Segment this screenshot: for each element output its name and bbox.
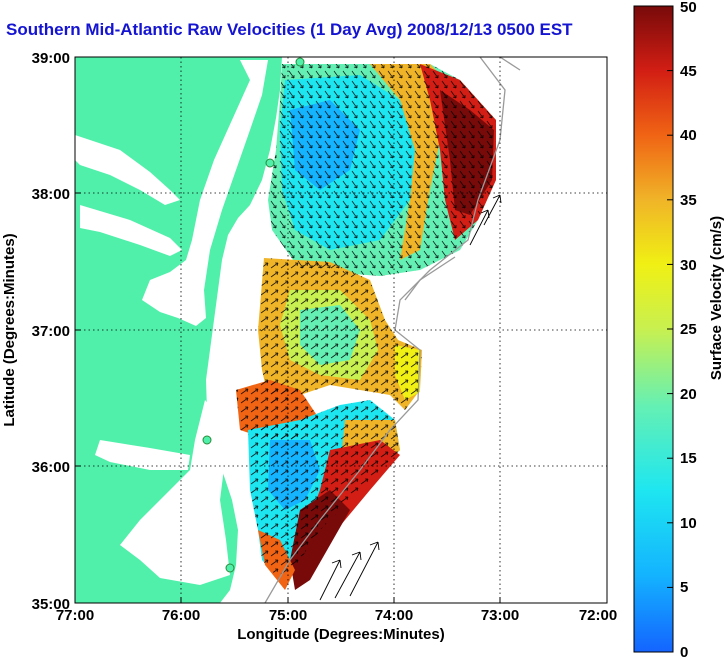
colorbar (633, 5, 674, 653)
map-grid (75, 57, 607, 603)
y-tick-label: 37:00 (32, 323, 70, 340)
colorbar-tick-label: 0 (680, 644, 688, 659)
x-tick-label: 75:00 (269, 607, 307, 624)
x-tick-label: 74:00 (375, 607, 413, 624)
colorbar-tick-label: 20 (680, 386, 697, 403)
x-tick-label: 73:00 (481, 607, 519, 624)
colorbar-tick-label: 10 (680, 515, 697, 532)
colorbar-tick-label: 45 (680, 63, 697, 80)
x-tick-label: 77:00 (56, 607, 94, 624)
map-title: Southern Mid-Atlantic Raw Velocities (1 … (6, 20, 573, 39)
y-tick-label: 39:00 (32, 50, 70, 67)
radar-site-marker (265, 158, 275, 168)
colorbar-tick-label: 25 (680, 321, 697, 338)
x-tick-label: 72:00 (579, 607, 617, 624)
axis-ticks (74, 56, 608, 604)
colorbar-tick-label: 50 (680, 0, 697, 16)
x-tick-label: 76:00 (162, 607, 200, 624)
chesapeake-bay (142, 60, 268, 326)
sound-water-2 (95, 440, 190, 470)
colorbar-tick-label: 40 (680, 127, 697, 144)
sound-water (120, 400, 230, 585)
colorbar-tick-label: 5 (680, 579, 688, 596)
radar-site-marker (225, 563, 235, 573)
radar-site-marker (202, 435, 212, 445)
y-tick-label: 35:00 (32, 596, 70, 613)
colorbar-ticks (667, 5, 673, 653)
colorbar-tick-label: 15 (680, 450, 697, 467)
x-axis-label: Longitude (Degrees:Minutes) (237, 626, 445, 643)
y-axis-label: Latitude (Degrees:Minutes) (1, 233, 18, 426)
colorbar-tick-label: 30 (680, 257, 697, 274)
radar-site-marker (295, 57, 305, 67)
tidal-river (75, 135, 180, 205)
colorbar-label: Surface Velocity (cm/s) (708, 216, 724, 380)
y-tick-label: 36:00 (32, 459, 70, 476)
velocity-field (236, 64, 502, 601)
y-tick-label: 38:00 (32, 186, 70, 203)
colorbar-tick-label: 35 (680, 192, 697, 209)
tidal-river-2 (80, 205, 182, 256)
